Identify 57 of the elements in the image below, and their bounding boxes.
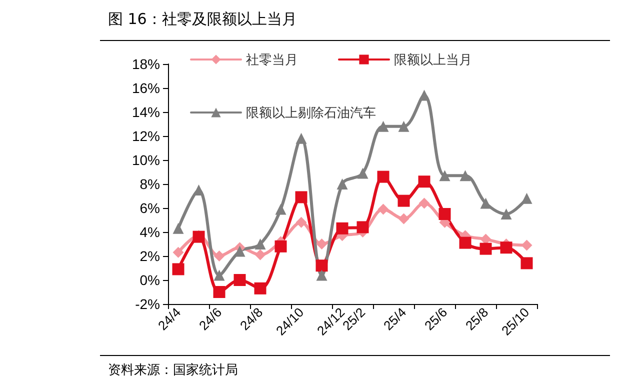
point — [356, 221, 369, 234]
point — [521, 240, 532, 251]
y-tick-label: 12% — [132, 128, 160, 144]
point — [480, 198, 492, 209]
point — [234, 274, 246, 286]
point — [378, 120, 389, 132]
point — [521, 192, 532, 204]
point — [480, 242, 492, 255]
y-tick-label: 10% — [132, 152, 160, 168]
point — [378, 204, 389, 215]
y-tick-label: 6% — [140, 200, 160, 216]
chart-title: 图 16：社零及限额以上当月 — [108, 10, 297, 29]
point — [520, 257, 533, 270]
y-tick-label: 16% — [132, 80, 160, 96]
point — [316, 270, 328, 281]
legend-label: 限额以上剔除石油汽车 — [246, 105, 376, 120]
point — [418, 176, 430, 188]
point — [296, 216, 307, 228]
point — [213, 286, 226, 298]
point — [296, 132, 307, 144]
point — [438, 208, 451, 220]
text: 资料来源：国家统计局 — [108, 362, 238, 379]
point — [275, 204, 286, 215]
point — [254, 238, 266, 250]
point — [398, 213, 410, 224]
point — [254, 282, 266, 294]
y-tick-label: 2% — [140, 248, 160, 264]
point — [460, 170, 471, 182]
point — [214, 250, 225, 262]
point — [377, 170, 390, 183]
y-tick-label: 4% — [140, 224, 160, 240]
point — [336, 178, 348, 190]
point — [316, 238, 328, 250]
y-tick-label: 8% — [140, 176, 160, 192]
point — [172, 222, 184, 234]
point — [316, 260, 328, 272]
y-tick-label: 0% — [140, 272, 160, 288]
y-tick-label: 18% — [132, 56, 160, 72]
point — [439, 170, 450, 182]
point — [172, 263, 184, 276]
point — [172, 246, 184, 258]
point — [398, 120, 410, 132]
point — [418, 198, 430, 209]
legend-label: 社零当月 — [246, 52, 298, 67]
point — [214, 270, 225, 281]
point — [295, 191, 308, 204]
y-tick-label: 14% — [132, 104, 160, 120]
point — [336, 222, 348, 234]
point — [357, 168, 368, 179]
point — [459, 236, 472, 249]
legend-label: 限额以上当月 — [394, 52, 472, 67]
point — [398, 194, 410, 207]
y-tick-label: -2% — [135, 296, 160, 312]
point — [254, 249, 266, 260]
point — [274, 240, 287, 252]
point — [500, 208, 512, 220]
point — [500, 242, 512, 254]
